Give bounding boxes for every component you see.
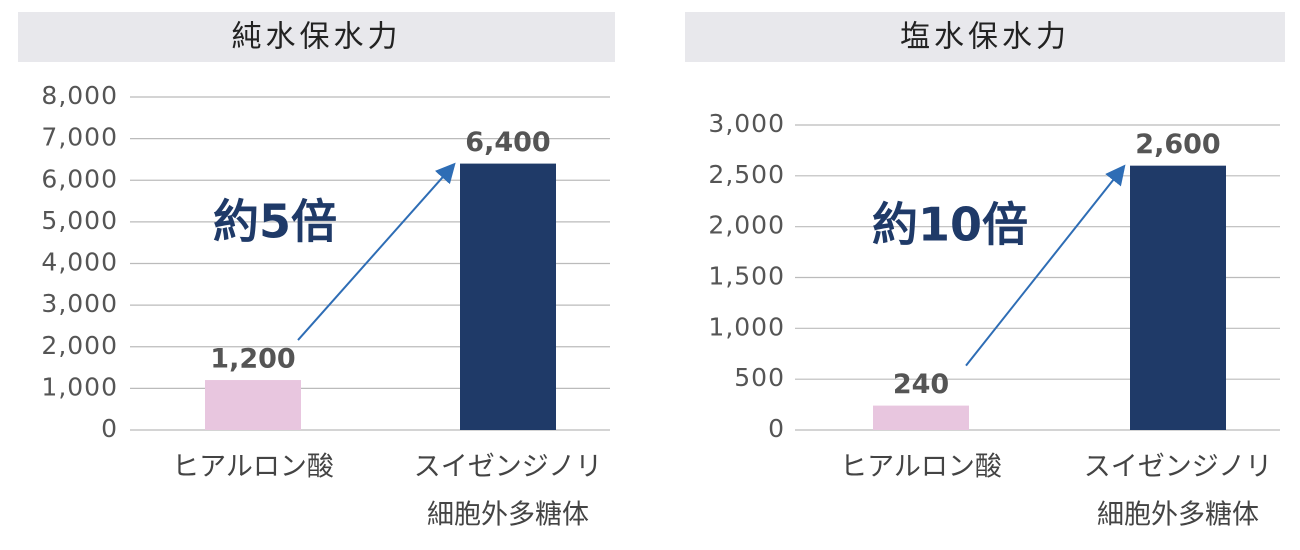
y-tick-label: 0	[101, 414, 118, 443]
title-background	[685, 12, 1285, 62]
chart-title: 塩水保水力	[900, 20, 1070, 55]
value-label: 1,200	[210, 344, 295, 375]
bar	[1130, 165, 1226, 430]
x-tick-label: 細胞外多糖体	[1097, 500, 1259, 531]
y-tick-label: 0	[768, 414, 785, 443]
value-label: 2,600	[1135, 129, 1220, 160]
y-tick-label: 500	[734, 363, 785, 392]
y-tick-label: 3,000	[708, 109, 785, 138]
y-tick-label: 2,000	[41, 331, 118, 360]
arrow	[965, 164, 1126, 367]
y-tick-label: 1,500	[708, 262, 785, 291]
y-tick-label: 7,000	[41, 123, 118, 152]
annotation: 約5倍	[213, 195, 337, 249]
value-label: 6,400	[465, 127, 550, 158]
y-tick-label: 1,000	[708, 312, 785, 341]
bar	[460, 163, 556, 430]
bar	[205, 380, 301, 430]
y-tick-label: 6,000	[41, 164, 118, 193]
y-tick-label: 8,000	[41, 81, 118, 110]
y-tick-label: 3,000	[41, 289, 118, 318]
bar	[873, 405, 969, 430]
y-tick-label: 1,000	[41, 372, 118, 401]
x-tick-label: 細胞外多糖体	[427, 500, 589, 531]
chart-title: 純水保水力	[232, 20, 402, 55]
value-label: 240	[893, 369, 949, 400]
annotation: 約10倍	[872, 198, 1028, 252]
x-tick-label: ヒアルロン酸	[840, 452, 1002, 483]
title-background	[18, 12, 615, 62]
x-tick-label: ヒアルロン酸	[172, 452, 334, 483]
y-tick-label: 2,500	[708, 160, 785, 189]
arrow	[297, 162, 456, 341]
y-tick-label: 4,000	[41, 248, 118, 277]
y-tick-label: 2,000	[708, 211, 785, 240]
x-tick-label: スイゼンジノリ	[1084, 452, 1272, 483]
x-tick-label: スイゼンジノリ	[414, 452, 602, 483]
y-tick-label: 5,000	[41, 206, 118, 235]
